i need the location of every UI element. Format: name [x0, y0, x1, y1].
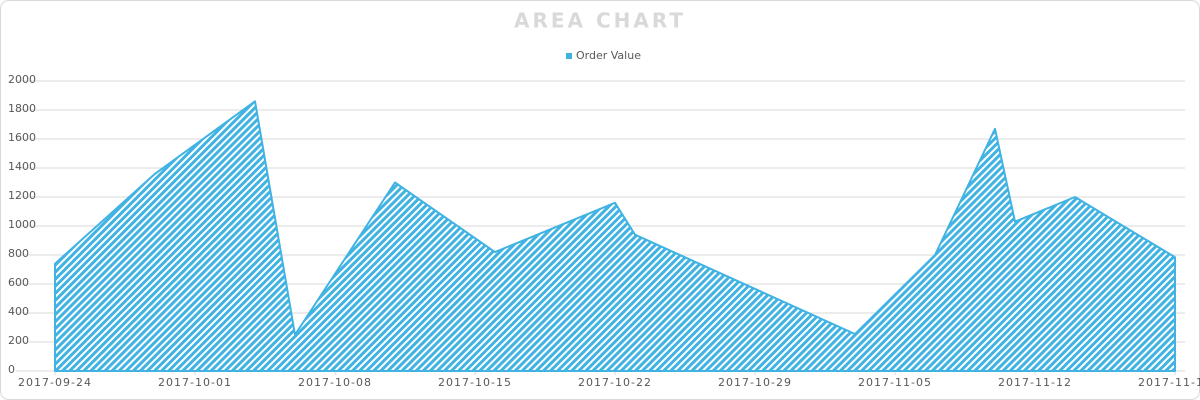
chart-title: AREA CHART — [514, 9, 686, 33]
x-tick-label: 2017-09-24 — [18, 376, 92, 389]
y-tick-label: 1600 — [8, 131, 36, 144]
x-tick-label: 2017-10-29 — [718, 376, 792, 389]
x-tick-label: 2017-11-05 — [858, 376, 932, 389]
y-tick-label: 1800 — [8, 102, 36, 115]
legend-label: Order Value — [576, 49, 641, 62]
y-tick-label: 800 — [8, 247, 29, 260]
y-tick-label: 1400 — [8, 160, 36, 173]
x-tick-label: 2017-10-15 — [438, 376, 512, 389]
y-tick-label: 0 — [8, 363, 15, 376]
x-tick-label: 2017-10-08 — [298, 376, 372, 389]
y-tick-label: 200 — [8, 334, 29, 347]
y-tick-label: 400 — [8, 305, 29, 318]
area — [54, 100, 1176, 372]
y-tick-label: 2000 — [8, 73, 36, 86]
x-tick-label: 2017-11-19 — [1138, 376, 1200, 389]
y-tick-label: 1000 — [8, 218, 36, 231]
x-tick-label: 2017-10-01 — [158, 376, 232, 389]
legend-swatch — [566, 53, 572, 59]
y-tick-label: 1200 — [8, 189, 36, 202]
x-tick-label: 2017-10-22 — [578, 376, 652, 389]
x-tick-label: 2017-11-12 — [998, 376, 1072, 389]
y-tick-label: 600 — [8, 276, 29, 289]
